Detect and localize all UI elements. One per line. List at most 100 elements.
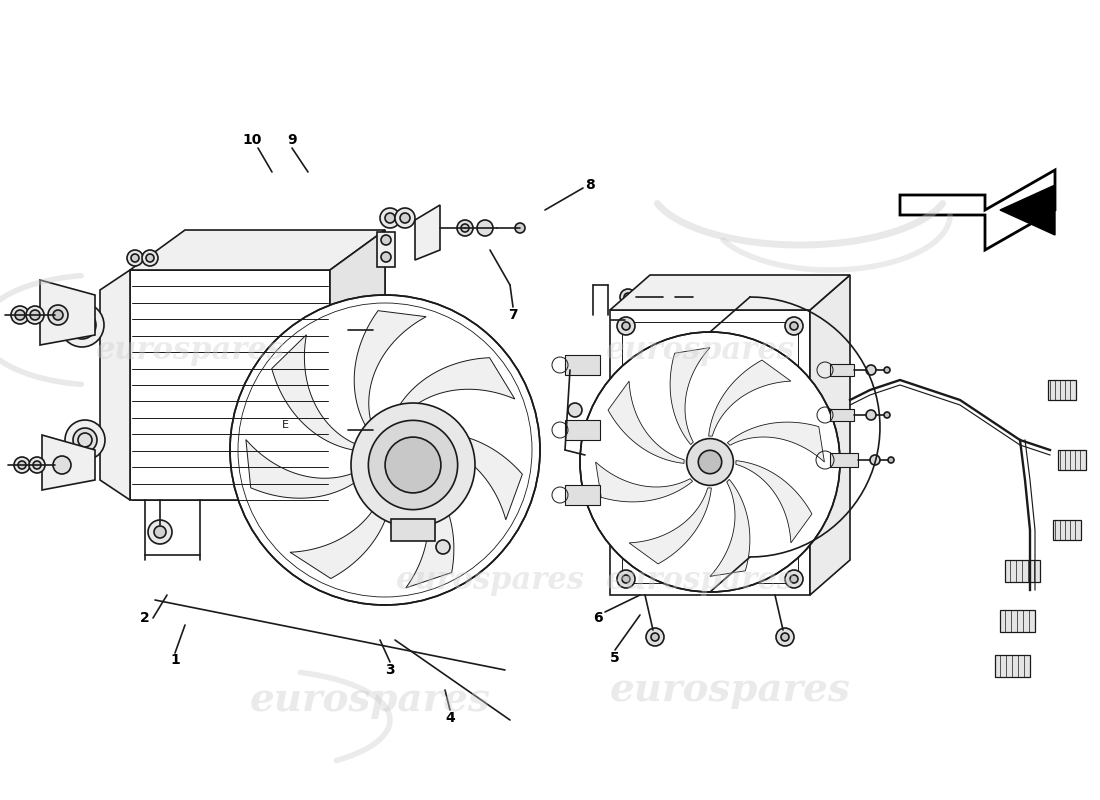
Polygon shape	[410, 433, 522, 520]
Bar	[390, 519, 435, 541]
Circle shape	[379, 377, 390, 386]
Circle shape	[375, 327, 381, 333]
Polygon shape	[406, 462, 454, 588]
Circle shape	[328, 320, 348, 340]
Circle shape	[580, 332, 840, 592]
Bar	[1053, 520, 1081, 540]
Circle shape	[351, 403, 475, 527]
Circle shape	[15, 310, 25, 320]
Text: eurospares: eurospares	[396, 565, 584, 595]
Circle shape	[333, 425, 343, 435]
Polygon shape	[246, 439, 368, 498]
Circle shape	[379, 208, 400, 228]
Circle shape	[142, 250, 158, 266]
Circle shape	[617, 317, 635, 335]
Circle shape	[870, 455, 880, 465]
Circle shape	[381, 235, 390, 245]
Circle shape	[30, 310, 40, 320]
Circle shape	[371, 323, 385, 337]
Circle shape	[568, 403, 582, 417]
Circle shape	[65, 420, 104, 460]
Polygon shape	[608, 381, 684, 463]
Circle shape	[18, 461, 26, 469]
Circle shape	[73, 428, 97, 452]
Circle shape	[568, 423, 582, 437]
Circle shape	[126, 250, 143, 266]
Circle shape	[33, 461, 41, 469]
Circle shape	[515, 223, 525, 233]
Circle shape	[148, 520, 172, 544]
Text: eurospares: eurospares	[606, 565, 794, 595]
Text: 5: 5	[610, 651, 620, 665]
Circle shape	[694, 293, 702, 301]
Circle shape	[790, 575, 798, 583]
Circle shape	[400, 213, 410, 223]
Text: 3: 3	[385, 663, 395, 677]
Polygon shape	[727, 422, 824, 462]
Bar	[565, 355, 600, 375]
Circle shape	[456, 220, 473, 236]
Polygon shape	[708, 360, 791, 436]
Circle shape	[53, 456, 72, 474]
Circle shape	[785, 570, 803, 588]
Bar	[830, 453, 858, 467]
Polygon shape	[42, 435, 95, 490]
Text: 7: 7	[508, 308, 518, 322]
Circle shape	[698, 450, 722, 474]
Text: 9: 9	[287, 133, 297, 147]
Text: 6: 6	[593, 611, 603, 625]
Circle shape	[776, 628, 794, 646]
Circle shape	[888, 457, 894, 463]
Circle shape	[621, 575, 630, 583]
Circle shape	[790, 322, 798, 330]
Bar	[1000, 610, 1035, 632]
Circle shape	[60, 303, 104, 347]
Circle shape	[379, 411, 390, 422]
Circle shape	[436, 540, 450, 554]
Circle shape	[131, 254, 139, 262]
Polygon shape	[610, 275, 850, 310]
Circle shape	[371, 423, 385, 437]
Circle shape	[53, 310, 63, 320]
Circle shape	[29, 457, 45, 473]
Polygon shape	[330, 230, 385, 500]
Polygon shape	[272, 334, 358, 450]
Circle shape	[381, 252, 390, 262]
Circle shape	[477, 220, 493, 236]
Polygon shape	[390, 358, 515, 425]
Circle shape	[48, 305, 68, 325]
Circle shape	[686, 438, 734, 486]
Text: eurospares: eurospares	[250, 681, 491, 719]
Circle shape	[333, 325, 343, 335]
Circle shape	[620, 289, 636, 305]
Bar	[1058, 450, 1086, 470]
Text: 4: 4	[446, 711, 455, 725]
Circle shape	[14, 457, 30, 473]
Circle shape	[884, 412, 890, 418]
Polygon shape	[40, 280, 95, 345]
Circle shape	[371, 436, 399, 464]
Circle shape	[385, 213, 395, 223]
Circle shape	[375, 427, 381, 433]
Circle shape	[68, 311, 96, 339]
Circle shape	[26, 306, 44, 324]
Circle shape	[461, 224, 469, 232]
Bar	[830, 409, 854, 421]
Text: E: E	[282, 420, 288, 430]
Circle shape	[866, 410, 876, 420]
Polygon shape	[130, 230, 385, 270]
Polygon shape	[1000, 185, 1055, 235]
Text: 8: 8	[585, 178, 595, 192]
Polygon shape	[595, 462, 693, 502]
Circle shape	[661, 290, 675, 304]
Circle shape	[395, 208, 415, 228]
Polygon shape	[100, 270, 130, 500]
Bar	[996, 655, 1030, 677]
Text: 10: 10	[242, 133, 262, 147]
Circle shape	[621, 322, 630, 330]
Circle shape	[617, 570, 635, 588]
Circle shape	[866, 365, 876, 375]
Bar	[377, 232, 395, 267]
Bar	[565, 485, 600, 505]
Text: eurospares: eurospares	[606, 334, 794, 366]
